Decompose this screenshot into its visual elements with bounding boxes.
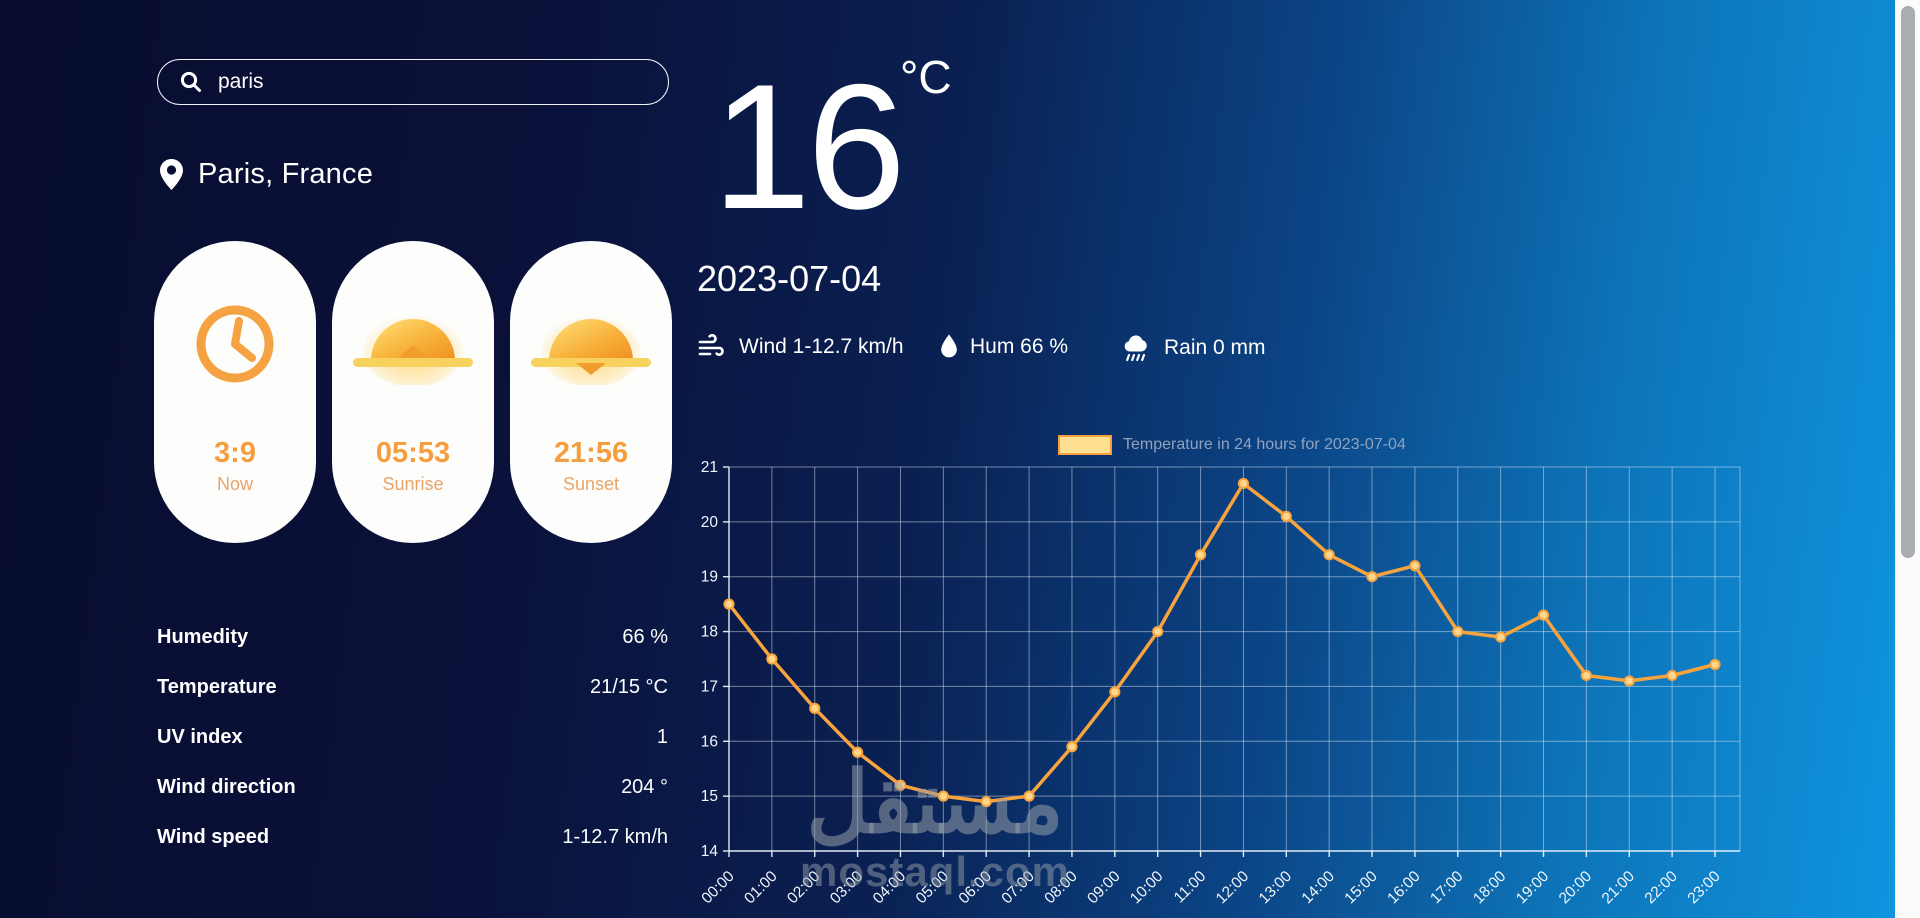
svg-text:06:00: 06:00 <box>956 868 996 908</box>
metric-wind: Wind 1-12.7 km/h <box>697 334 904 360</box>
temperature-chart[interactable]: 14 15 16 17 18 19 20 21 00:00 01:00 02:00 03:00 04:0… <box>690 458 1765 918</box>
svg-text:21: 21 <box>701 459 718 476</box>
stat-label: Wind direction <box>157 775 296 798</box>
stat-label: UV index <box>157 725 243 748</box>
svg-text:16:00: 16:00 <box>1384 868 1424 908</box>
time-cards: 3:9 Now <box>154 241 672 543</box>
card-sunset: 21:56 Sunset <box>510 241 672 543</box>
stat-row-humidity: Humedity 66 % <box>157 622 668 652</box>
card-sunrise: 05:53 Sunrise <box>332 241 494 543</box>
svg-text:01:00: 01:00 <box>741 868 781 908</box>
svg-text:00:00: 00:00 <box>698 868 738 908</box>
scrollbar-thumb[interactable] <box>1901 6 1915 558</box>
stat-row-wind-speed: Wind speed 1-12.7 km/h <box>157 822 668 852</box>
metric-text: Hum 66 % <box>970 334 1069 358</box>
temperature-unit: °C <box>900 51 952 103</box>
svg-text:19: 19 <box>701 569 718 586</box>
svg-text:20: 20 <box>701 514 719 531</box>
svg-text:13:00: 13:00 <box>1256 868 1296 908</box>
stats-list: Humedity 66 % Temperature 21/15 °C UV in… <box>157 622 668 872</box>
stat-label: Wind speed <box>157 825 270 848</box>
svg-text:02:00: 02:00 <box>784 868 824 908</box>
legend-label: Temperature in 24 hours for 2023-07-04 <box>1123 436 1406 453</box>
rain-icon <box>1120 334 1152 362</box>
search-bar[interactable] <box>157 59 669 105</box>
stat-value: 1 <box>656 725 668 748</box>
location-name: Paris, France <box>198 158 374 190</box>
card-now: 3:9 Now <box>154 241 316 543</box>
legend-swatch <box>1058 435 1112 455</box>
metric-rain: Rain 0 mm <box>1120 334 1266 362</box>
svg-text:14:00: 14:00 <box>1299 868 1339 908</box>
wind-icon <box>697 334 727 360</box>
stat-label: Temperature <box>157 675 277 698</box>
svg-text:21:00: 21:00 <box>1599 868 1639 908</box>
stat-value: 1-12.7 km/h <box>562 825 668 848</box>
svg-text:22:00: 22:00 <box>1642 868 1682 908</box>
svg-text:08:00: 08:00 <box>1041 868 1081 908</box>
chart-legend: Temperature in 24 hours for 2023-07-04 <box>1058 435 1406 455</box>
svg-text:16: 16 <box>701 733 718 750</box>
search-icon <box>180 71 202 93</box>
metric-text: Rain 0 mm <box>1164 336 1266 359</box>
current-date: 2023-07-04 <box>697 258 882 299</box>
svg-text:10:00: 10:00 <box>1127 868 1167 908</box>
scrollbar-track[interactable] <box>1895 0 1920 918</box>
card-label: Now <box>216 474 253 494</box>
svg-text:09:00: 09:00 <box>1084 868 1124 908</box>
sunrise-icon <box>349 297 477 391</box>
svg-text:20:00: 20:00 <box>1556 868 1596 908</box>
svg-text:11:00: 11:00 <box>1171 868 1210 907</box>
svg-text:15:00: 15:00 <box>1341 868 1381 908</box>
humidity-icon <box>940 334 958 359</box>
svg-text:07:00: 07:00 <box>998 868 1038 908</box>
metric-humidity: Hum 66 % <box>940 334 1068 359</box>
stat-row-temperature: Temperature 21/15 °C <box>157 672 668 702</box>
svg-text:17:00: 17:00 <box>1427 868 1467 908</box>
search-input[interactable] <box>216 69 640 95</box>
svg-text:14: 14 <box>701 843 719 860</box>
stat-row-uv-index: UV index 1 <box>157 722 668 752</box>
current-temperature: 16 <box>712 47 906 246</box>
clock-icon <box>193 297 277 391</box>
svg-text:19:00: 19:00 <box>1513 868 1553 908</box>
location-pin-icon <box>160 159 183 190</box>
card-label: Sunset <box>562 474 620 494</box>
svg-text:05:00: 05:00 <box>913 868 953 908</box>
svg-text:12:00: 12:00 <box>1213 868 1253 908</box>
stat-value: 66 % <box>622 625 668 648</box>
svg-text:15: 15 <box>701 788 718 805</box>
svg-text:04:00: 04:00 <box>870 868 910 908</box>
sunset-icon <box>527 297 655 391</box>
stat-row-wind-direction: Wind direction 204 ° <box>157 772 668 802</box>
stat-label: Humedity <box>157 625 249 648</box>
stat-value: 21/15 °C <box>589 675 668 698</box>
card-label: Sunrise <box>382 474 444 494</box>
metric-text: Wind 1-12.7 km/h <box>739 335 904 358</box>
card-time: 21:56 <box>553 437 629 469</box>
svg-text:03:00: 03:00 <box>827 868 867 908</box>
svg-text:18: 18 <box>701 624 718 641</box>
card-time: 05:53 <box>375 437 451 469</box>
location-row: Paris, France <box>160 158 373 191</box>
svg-text:18:00: 18:00 <box>1470 868 1510 908</box>
card-time: 3:9 <box>214 437 256 469</box>
svg-text:23:00: 23:00 <box>1684 868 1724 908</box>
svg-text:17: 17 <box>701 678 718 695</box>
stat-value: 204 ° <box>621 775 668 798</box>
